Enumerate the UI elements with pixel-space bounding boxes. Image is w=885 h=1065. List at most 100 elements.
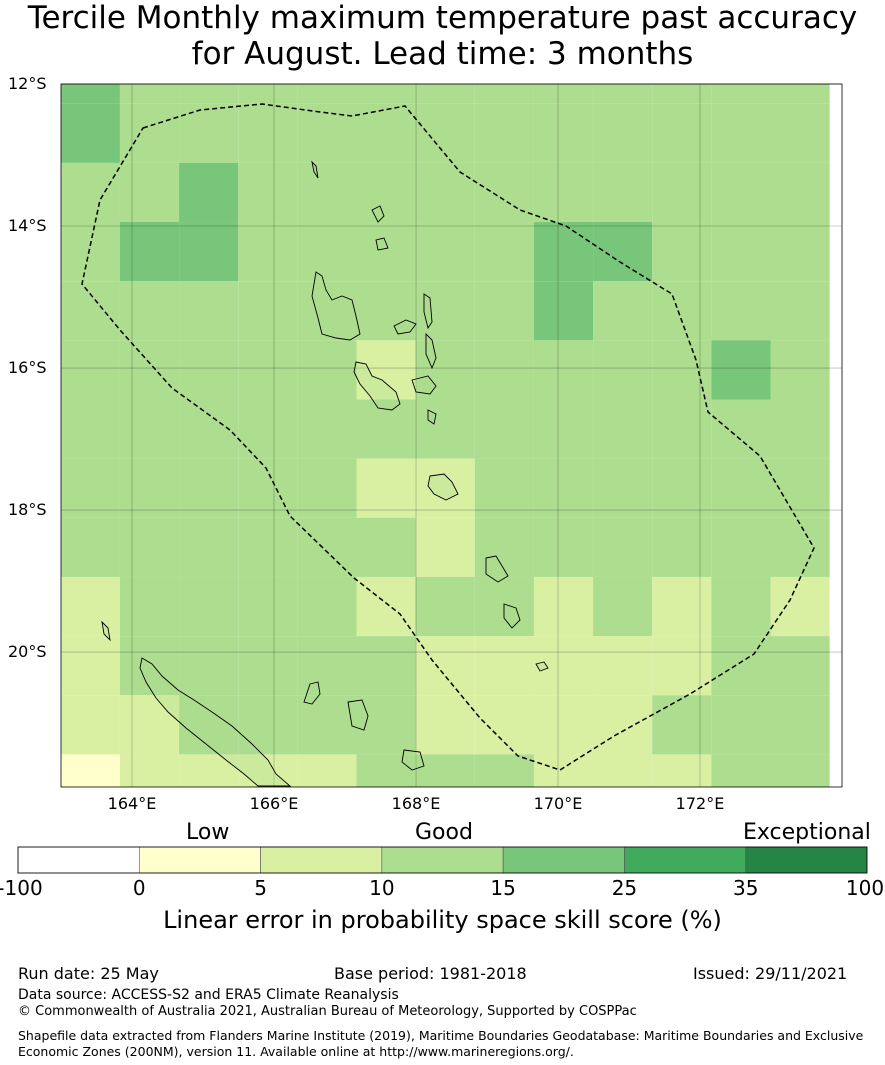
grid-cell <box>297 84 357 104</box>
grid-cell <box>593 695 653 755</box>
island-torres <box>311 160 319 179</box>
grid-cell <box>711 281 771 341</box>
island-gaua <box>371 205 385 223</box>
grid-cell <box>415 517 475 577</box>
chart-title-line1: Tercile Monthly maximum temperature past… <box>27 0 858 36</box>
colorbar-tick: -100 <box>0 876 43 900</box>
lat-label: 20°S <box>8 642 47 662</box>
grid-cell <box>533 222 594 282</box>
grid-cell <box>415 222 475 282</box>
grid-cell <box>356 103 416 163</box>
chart-title-line2: for August. Lead time: 3 months <box>191 36 694 72</box>
colorbar-segment <box>502 846 625 874</box>
grid-cell <box>533 281 594 341</box>
grid-cell <box>119 754 180 787</box>
grid-cell <box>297 458 357 518</box>
grid-cell <box>61 517 120 577</box>
island-ouvea <box>303 681 321 705</box>
grid-cell <box>652 162 712 223</box>
grid-cell <box>415 103 475 163</box>
island-tanna <box>503 603 521 629</box>
grid-cell <box>652 222 712 282</box>
lon-label: 172°E <box>675 794 725 813</box>
grid-cell <box>711 517 771 577</box>
grid-cell <box>415 399 475 459</box>
grid-cell <box>711 84 771 104</box>
island-vanua-lava <box>375 237 389 251</box>
grid-cell <box>593 636 653 696</box>
grid-cell <box>652 636 712 696</box>
colorbar-segment <box>624 846 747 874</box>
grid-cell <box>356 162 416 223</box>
grid-cell <box>61 84 120 104</box>
grid-cell <box>61 281 120 341</box>
grid-cell <box>61 399 120 459</box>
grid-cell <box>356 84 416 104</box>
grid-cell <box>119 576 180 637</box>
grid-cell <box>533 636 594 696</box>
island-new-caledonia <box>139 657 292 787</box>
grid-cell <box>61 103 120 163</box>
grid-cell <box>652 695 712 755</box>
grid-cell <box>593 517 653 577</box>
grid-cell <box>533 399 594 459</box>
island-epi <box>427 409 437 425</box>
lat-label: 14°S <box>8 216 47 236</box>
grid-cell <box>770 340 830 400</box>
grid-cell <box>297 576 357 637</box>
grid-cell <box>297 399 357 459</box>
grid-cell <box>179 517 239 577</box>
colorbar-tick: 25 <box>611 876 638 900</box>
grid-cell <box>297 340 357 400</box>
grid-cell <box>415 281 475 341</box>
grid-cell <box>119 281 180 341</box>
base-period: Base period: 1981-2018 <box>334 964 527 983</box>
colorbar-segment <box>381 846 504 874</box>
lon-label: 168°E <box>391 794 441 813</box>
grid-cell <box>770 754 830 787</box>
grid-cell <box>179 695 239 755</box>
grid-cell <box>770 576 830 637</box>
island-lifou <box>347 699 369 731</box>
grid-cell <box>770 399 830 459</box>
grid-cell <box>238 636 298 696</box>
colorbar <box>17 846 868 874</box>
grid-cell <box>711 222 771 282</box>
grid-cell <box>238 340 298 400</box>
grid-cell <box>297 222 357 282</box>
grid-cell <box>533 340 594 400</box>
lon-label: 170°E <box>533 794 583 813</box>
grid-cell <box>179 576 239 637</box>
grid-cell <box>770 84 830 104</box>
copyright: © Commonwealth of Australia 2021, Austra… <box>18 1004 637 1019</box>
grid-cell <box>593 103 653 163</box>
grid-cell <box>61 162 120 223</box>
grid-cell <box>533 517 594 577</box>
grid-cell <box>652 754 712 787</box>
grid-cell <box>179 281 239 341</box>
grid-cell <box>474 84 534 104</box>
colorbar-tick: 15 <box>490 876 516 900</box>
grid-cell <box>119 458 180 518</box>
grid-cell <box>474 517 534 577</box>
grid-cell <box>415 576 475 637</box>
colorbar-segment <box>745 846 868 874</box>
grid-cell <box>61 636 120 696</box>
grid-cell <box>652 103 712 163</box>
grid-cell <box>652 399 712 459</box>
island-maewo <box>423 293 433 330</box>
grid-cell <box>593 222 653 282</box>
grid-cell <box>119 695 180 755</box>
lat-label: 12°S <box>8 74 47 93</box>
category-exceptional: Exceptional <box>743 820 871 845</box>
colorbar-tick: 35 <box>732 876 759 900</box>
grid-cell <box>711 458 771 518</box>
grid-cell <box>238 517 298 577</box>
island-ambrym <box>411 375 437 395</box>
grid-cell <box>356 636 416 696</box>
grid-cell <box>593 281 653 341</box>
grid-cell <box>652 84 712 104</box>
grid-cell <box>711 754 771 787</box>
grid-cell <box>652 458 712 518</box>
